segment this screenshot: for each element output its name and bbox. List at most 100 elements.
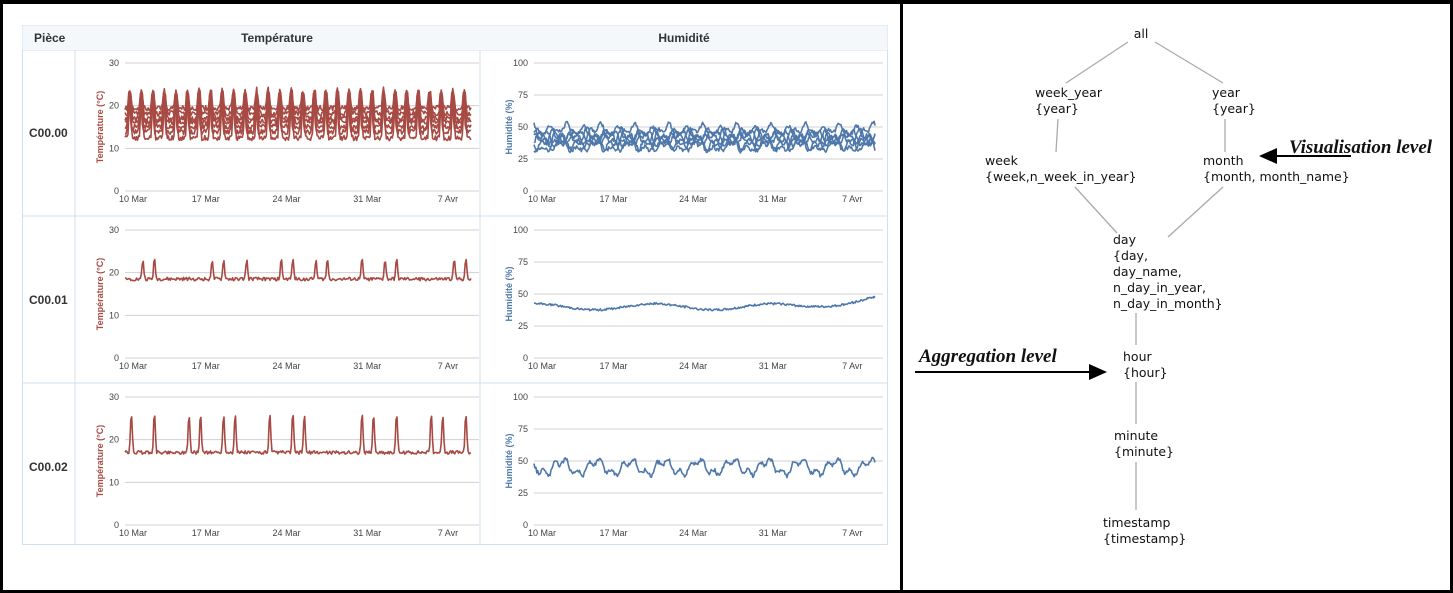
x-tick-label: 24 Mar — [272, 528, 300, 538]
x-tick-label: 17 Mar — [192, 194, 220, 204]
series-line — [533, 124, 876, 146]
y-tick-label: 75 — [518, 424, 528, 434]
x-tick-label: 31 Mar — [353, 361, 381, 371]
x-tick-label: 7 Avr — [438, 361, 458, 371]
x-tick-label: 17 Mar — [600, 528, 628, 538]
series-line — [124, 89, 472, 117]
x-tick-label: 31 Mar — [759, 528, 787, 538]
chart-C00-02-temperature: 0 10 20 30 10 Mar 17 Mar 24 Mar 31 Mar 7 Avr Temp… — [95, 392, 479, 538]
y-tick-label: 30 — [109, 392, 119, 402]
chart-C00-01-temperature: 0 10 20 30 10 Mar 17 Mar 24 Mar 31 Mar 7 Avr Temp… — [95, 225, 479, 371]
table-header-bg — [22, 25, 888, 50]
y-tick-label: 100 — [513, 392, 528, 402]
x-tick-label: 24 Mar — [679, 361, 707, 371]
x-tick-label: 31 Mar — [353, 194, 381, 204]
series-line — [124, 87, 471, 122]
node-year: year {year} — [1212, 85, 1256, 116]
y-tick-label: 10 — [109, 477, 119, 487]
y-axis-label: Humidité (%) — [504, 266, 514, 321]
edge-all-year — [1154, 41, 1224, 84]
aggregation-level-label: Aggregation level — [918, 346, 1057, 367]
node-minute: minute {minute} — [1114, 428, 1174, 459]
x-tick-label: 31 Mar — [759, 361, 787, 371]
room-label-c00-01: C00.01 — [29, 293, 68, 307]
visualisation-level-label: Visualisation level — [1289, 137, 1433, 158]
y-axis-label: Température (°C) — [95, 425, 105, 497]
series-line — [124, 258, 472, 282]
aggregation-arrow — [915, 364, 1107, 380]
y-tick-label: 25 — [518, 488, 528, 498]
y-tick-label: 0 — [114, 353, 119, 363]
series-line — [124, 86, 472, 112]
y-tick-label: 75 — [518, 90, 528, 100]
header-humidite: Humidité — [658, 31, 710, 45]
panel-divider — [900, 0, 903, 593]
edge-week-day — [1074, 186, 1118, 234]
y-axis-label: Humidité (%) — [504, 433, 514, 488]
x-tick-label: 10 Mar — [528, 361, 556, 371]
y-tick-label: 50 — [518, 289, 528, 299]
x-tick-label: 24 Mar — [679, 194, 707, 204]
series-line — [124, 414, 472, 455]
x-tick-label: 17 Mar — [192, 528, 220, 538]
chart-C00-01-humidity: 0 25 50 75 100 10 Mar 17 Mar 24 Mar 31 Mar 7 Avr H… — [504, 225, 883, 371]
y-tick-label: 30 — [109, 225, 119, 235]
chart-C00-00-humidity: 0 25 50 75 100 10 Mar 17 Mar 24 Mar 31 Mar 7 Avr H… — [504, 58, 883, 204]
y-axis-label: Humidité (%) — [504, 99, 514, 154]
y-tick-label: 0 — [114, 186, 119, 196]
series-line — [124, 93, 472, 142]
visualisation-arrow — [1259, 148, 1351, 164]
y-tick-label: 100 — [513, 225, 528, 235]
y-axis-label: Température (°C) — [95, 258, 105, 330]
x-tick-label: 10 Mar — [528, 194, 556, 204]
x-tick-label: 7 Avr — [842, 361, 862, 371]
x-tick-label: 17 Mar — [600, 361, 628, 371]
charts-layer: 0 10 20 30 10 Mar 17 Mar 24 Mar 31 Mar 7 Avr Temp… — [95, 58, 883, 538]
x-tick-label: 31 Mar — [353, 528, 381, 538]
y-tick-label: 25 — [518, 154, 528, 164]
x-tick-label: 24 Mar — [272, 361, 300, 371]
x-tick-label: 10 Mar — [528, 528, 556, 538]
y-tick-label: 75 — [518, 257, 528, 267]
y-tick-label: 0 — [114, 520, 119, 530]
x-tick-label: 24 Mar — [679, 528, 707, 538]
header-piece: Pièce — [34, 31, 66, 45]
y-tick-label: 0 — [523, 520, 528, 530]
y-tick-label: 30 — [109, 58, 119, 68]
node-month: month {month, month_name} — [1203, 153, 1350, 184]
series-line — [124, 92, 472, 130]
node-timestamp: timestamp {timestamp} — [1103, 515, 1186, 546]
y-tick-label: 10 — [109, 143, 119, 153]
y-tick-label: 50 — [518, 456, 528, 466]
y-tick-label: 0 — [523, 186, 528, 196]
x-tick-label: 31 Mar — [759, 194, 787, 204]
x-tick-label: 10 Mar — [119, 361, 147, 371]
y-tick-label: 20 — [109, 101, 119, 111]
x-tick-label: 7 Avr — [842, 528, 862, 538]
y-tick-label: 10 — [109, 310, 119, 320]
edge-month-day — [1167, 186, 1224, 238]
node-week-year: week_year {year} — [1035, 85, 1106, 116]
chart-C00-02-humidity: 0 25 50 75 100 10 Mar 17 Mar 24 Mar 31 Mar 7 Avr H… — [504, 392, 883, 538]
series-line — [533, 120, 876, 147]
x-tick-label: 24 Mar — [272, 194, 300, 204]
room-charts-table: Pièce Température Humidité C00.00 C00.01… — [22, 25, 888, 545]
series-line — [533, 456, 876, 479]
y-tick-label: 100 — [513, 58, 528, 68]
x-tick-label: 10 Mar — [119, 194, 147, 204]
series-line — [124, 92, 472, 136]
hierarchy-edges — [1055, 41, 1226, 510]
node-week: week {week,n_week_in_year} — [985, 153, 1137, 184]
node-hour: hour {hour} — [1123, 349, 1168, 380]
edge-weekyear-week — [1055, 118, 1059, 153]
series-line — [124, 91, 472, 125]
room-label-c00-02: C00.02 — [29, 460, 68, 474]
y-tick-label: 0 — [523, 353, 528, 363]
x-tick-label: 17 Mar — [600, 194, 628, 204]
y-tick-label: 20 — [109, 435, 119, 445]
x-tick-label: 7 Avr — [438, 194, 458, 204]
node-all: all — [1134, 26, 1149, 41]
node-day: day {day, day_name, n_day_in_year, n_day… — [1113, 232, 1223, 311]
header-temperature: Température — [241, 31, 313, 45]
